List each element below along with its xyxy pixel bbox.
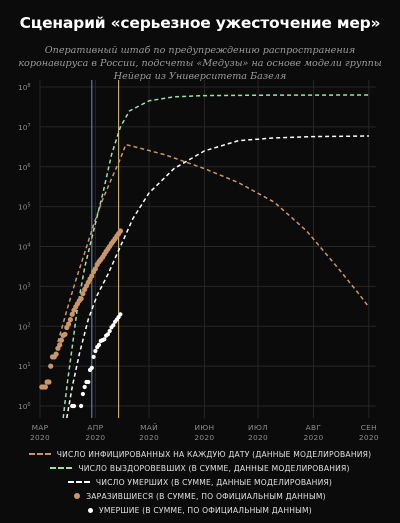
series-dot-3 — [80, 291, 86, 297]
series-dot-4 — [118, 312, 123, 317]
series-dot-3 — [78, 296, 84, 302]
series-dot-4 — [107, 328, 112, 334]
y-tick-label: 104 — [18, 243, 31, 252]
x-tick-year: 2020 — [30, 433, 50, 442]
series-dot-4 — [80, 391, 85, 397]
series-dot-4 — [105, 332, 110, 337]
y-tick-label: 101 — [18, 362, 31, 371]
series-dot-3 — [67, 317, 73, 323]
series-dot-4 — [96, 342, 102, 347]
legend-label-confirmed: ЗАРАЗИВШИЕСЯ (В СУММЕ, ПО ОФИЦИАЛЬНЫМ ДА… — [86, 491, 326, 501]
series-dot-4 — [86, 379, 91, 385]
series-dot-4 — [91, 354, 96, 359]
y-tick-label: 103 — [18, 282, 31, 291]
series-dot-4 — [79, 403, 84, 409]
legend-label-infected: ЧИСЛО ИНФИЦИРОВАННЫХ НА КАЖДУЮ ДАТУ (ДАН… — [56, 449, 372, 459]
series-dot-3 — [42, 384, 49, 390]
legend-item-confirmed: ЗАРАЗИВШИЕСЯ (В СУММЕ, ПО ОФИЦИАЛЬНЫМ ДА… — [0, 489, 400, 503]
x-tick-year: 2020 — [85, 433, 105, 442]
x-tick-year: 2020 — [248, 433, 268, 442]
x-axis-ticks: МАР2020АПР2020МАЙ2020ИЮН2020ИЮЛ2020АВГ20… — [30, 423, 379, 442]
legend-swatch-confirmed — [74, 493, 81, 499]
series-dot-4 — [93, 348, 98, 354]
series-line-0 — [57, 143, 370, 343]
series-line-2 — [66, 135, 369, 419]
y-tick-label: 102 — [18, 322, 31, 331]
legend-label-deaths: ЧИСЛО УМЕРШИХ (В СУММЕ, ДАННЫЕ МОДЕЛИРОВ… — [95, 477, 333, 487]
legend-label-recovered: ЧИСЛО ВЫЗДОРОВЕВШИХ (В СУММЕ, ДАННЫЕ МОД… — [78, 463, 350, 473]
series-dot-3 — [89, 273, 95, 279]
legend-swatch-recovered — [50, 467, 73, 469]
x-tick-month: МАЙ — [140, 423, 158, 432]
x-tick-year: 2020 — [139, 433, 159, 442]
y-tick-label: 107 — [18, 123, 31, 132]
x-tick-month: ИЮЛ — [248, 423, 268, 432]
series-layer — [57, 94, 370, 419]
series-dot-4 — [102, 337, 107, 342]
legend-swatch-deaths — [67, 481, 90, 483]
legend-label-official-deaths: УМЕРШИЕ (В СУММЕ, ПО ОФИЦИАЛЬНЫМ ДАННЫМ) — [99, 505, 312, 515]
legend-swatch-official-deaths — [88, 507, 94, 513]
series-dot-3 — [69, 311, 75, 317]
y-tick-label: 106 — [18, 163, 31, 172]
grid — [39, 80, 376, 418]
series-dot-3 — [117, 228, 123, 234]
y-tick-label: 105 — [18, 203, 31, 212]
series-dot-3 — [53, 351, 59, 357]
series-dot-3 — [92, 266, 98, 272]
legend-item-recovered: ЧИСЛО ВЫЗДОРОВЕВШИХ (В СУММЕ, ДАННЫЕ МОД… — [0, 461, 400, 475]
series-dot-4 — [71, 403, 77, 409]
series-line-1 — [62, 94, 369, 419]
chart-title: Сценарий «серьезное ужесточение мер» — [19, 14, 381, 32]
legend-item-infected: ЧИСЛО ИНФИЦИРОВАННЫХ НА КАЖДУЮ ДАТУ (ДАН… — [0, 447, 400, 461]
series-dot-3 — [48, 363, 54, 369]
y-tick-label: 108 — [18, 83, 31, 92]
x-tick-month: МАР — [32, 423, 49, 432]
y-tick-label: 100 — [18, 402, 31, 411]
legend-swatch-infected — [28, 453, 51, 455]
dots-layer — [39, 228, 123, 409]
series-dot-3 — [57, 342, 63, 348]
x-tick-month: АВГ — [306, 423, 322, 432]
x-tick-year: 2020 — [359, 433, 379, 442]
series-dot-3 — [46, 379, 52, 385]
series-dot-4 — [82, 384, 87, 390]
series-dot-3 — [58, 337, 64, 343]
x-tick-month: СЕН — [361, 423, 377, 432]
legend-item-deaths: ЧИСЛО УМЕРШИХ (В СУММЕ, ДАННЫЕ МОДЕЛИРОВ… — [0, 475, 400, 489]
series-dot-4 — [89, 365, 94, 370]
x-tick-year: 2020 — [303, 433, 323, 442]
series-dot-4 — [111, 323, 116, 328]
series-dot-3 — [66, 321, 72, 327]
x-tick-year: 2020 — [194, 433, 214, 442]
legend-item-official-deaths: УМЕРШИЕ (В СУММЕ, ПО ОФИЦИАЛЬНЫМ ДАННЫМ) — [0, 503, 400, 517]
y-axis-ticks: 100 101 102 103 104 105 106 107 108 — [18, 83, 31, 411]
series-dot-3 — [62, 331, 68, 337]
x-tick-month: ИЮН — [194, 423, 214, 432]
chart-subtitle: Оперативный штаб по предупреждению распр… — [18, 45, 382, 82]
x-tick-month: АПР — [87, 423, 103, 432]
